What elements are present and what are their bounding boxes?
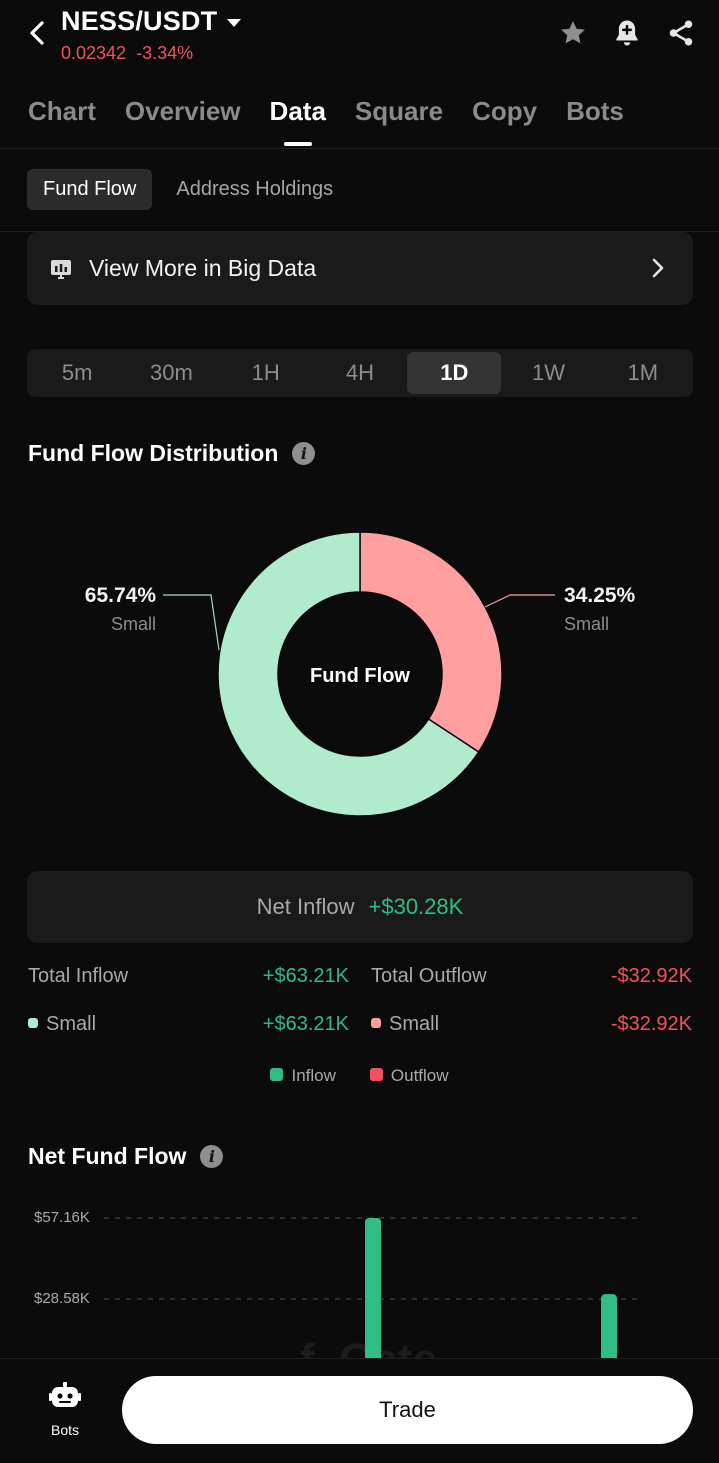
sub-tabs: Fund Flow Address Holdings: [27, 169, 349, 210]
bar-chart-svg: [104, 1217, 642, 1360]
range-5m[interactable]: 5m: [61, 360, 93, 385]
donut-group: [217, 531, 503, 817]
net-fund-flow-title: Net Fund Flow i: [28, 1143, 224, 1170]
caret-down-icon: [227, 18, 242, 27]
total-outflow-value: -$32.92K: [610, 965, 692, 987]
back-arrow-icon[interactable]: [22, 18, 52, 48]
net-flow-bar: [365, 1218, 381, 1360]
donut-slice-inflow: [217, 531, 480, 817]
tab-bots[interactable]: Bots: [566, 96, 624, 126]
small-outflow-dot: [371, 1017, 381, 1028]
donut-center-label: Fund Flow: [310, 665, 410, 687]
range-1m[interactable]: 1M: [627, 360, 659, 385]
price-row: 0.02342 -3.34%: [61, 43, 193, 64]
distribution-donut: Fund Flow 65.74% Small 34.25% Small: [0, 500, 719, 850]
net-inflow-box: Net Inflow +$30.28K: [27, 871, 693, 943]
distribution-title: Fund Flow Distribution i: [28, 440, 316, 467]
tab-data[interactable]: Data: [269, 96, 326, 126]
range-4h[interactable]: 4H: [345, 360, 375, 385]
legend-inflow-swatch: [270, 1068, 284, 1082]
header-actions: [557, 17, 697, 49]
trade-button[interactable]: Trade: [122, 1376, 693, 1444]
main-tabs: Chart Overview Data Square Copy Bots: [28, 96, 624, 127]
y-tick-label: $57.16K: [34, 1209, 90, 1226]
info-icon[interactable]: i: [200, 1145, 224, 1168]
legend-outflow: Outflow: [369, 1066, 449, 1086]
right-label: Small: [564, 614, 610, 634]
divider: [0, 148, 719, 149]
total-outflow-label: Total Outflow: [371, 965, 487, 987]
total-inflow-label: Total Inflow: [28, 965, 129, 987]
big-data-banner[interactable]: View More in Big Data: [27, 232, 693, 305]
legend-outflow-swatch: [369, 1068, 383, 1082]
last-price: 0.02342: [61, 43, 127, 63]
right-pct: 34.25%: [564, 584, 636, 607]
flow-legend: Inflow Outflow: [0, 1066, 719, 1086]
time-range-selector: 5m 30m 1H 4H 1D 1W 1M: [27, 349, 693, 397]
header: NESS/USDT 0.02342 -3.34%: [0, 0, 719, 80]
tab-overview[interactable]: Overview: [124, 96, 241, 126]
legend-inflow-label: Inflow: [291, 1066, 336, 1085]
net-inflow-label: Net Inflow: [256, 894, 355, 919]
share-icon[interactable]: [665, 17, 697, 49]
range-1w[interactable]: 1W: [532, 360, 566, 385]
left-pct: 65.74%: [84, 584, 156, 607]
subtab-fund-flow[interactable]: Fund Flow: [27, 169, 153, 210]
y-tick-label: $28.58K: [34, 1290, 90, 1307]
big-data-icon: [51, 259, 71, 279]
left-label: Small: [110, 614, 156, 634]
range-1h[interactable]: 1H: [251, 360, 280, 385]
range-30m[interactable]: 30m: [150, 360, 193, 385]
subtab-address-holdings[interactable]: Address Holdings: [176, 178, 334, 200]
net-flow-bar: [601, 1294, 617, 1360]
donut-svg: Fund Flow: [163, 531, 555, 817]
net-fund-flow-title-text: Net Fund Flow: [28, 1143, 187, 1169]
distribution-title-text: Fund Flow Distribution: [28, 440, 279, 466]
small-outflow-label: Small: [389, 1013, 440, 1035]
star-icon[interactable]: [557, 17, 589, 49]
right-leader-line: [484, 594, 555, 608]
total-inflow-value: +$63.21K: [262, 965, 349, 987]
left-leader-line: [163, 594, 220, 651]
small-inflow-value: +$63.21K: [262, 1013, 349, 1035]
divider: [0, 231, 719, 232]
small-inflow-label: Small: [46, 1013, 97, 1035]
small-outflow-label-wrap: Small: [371, 1013, 439, 1036]
small-inflow-dot: [28, 1017, 38, 1028]
tab-square[interactable]: Square: [354, 96, 444, 126]
net-fund-flow-chart: f. Gate $57.16K $28.58K: [0, 1195, 719, 1360]
legend-inflow: Inflow: [270, 1066, 336, 1086]
bots-label: Bots: [50, 1422, 79, 1438]
robot-icon: [49, 1382, 81, 1407]
bottom-bar: Bots Trade: [0, 1358, 719, 1463]
left-slice-label: 65.74% Small: [60, 584, 156, 635]
info-icon[interactable]: i: [292, 442, 316, 465]
price-change: -3.34%: [136, 43, 194, 63]
chevron-right-icon: [652, 258, 664, 278]
pair-selector[interactable]: NESS/USDT: [61, 6, 242, 37]
legend-outflow-label: Outflow: [390, 1066, 449, 1085]
small-outflow-value: -$32.92K: [610, 1013, 692, 1035]
tab-chart[interactable]: Chart: [28, 96, 96, 126]
small-inflow-label-wrap: Small: [28, 1013, 96, 1036]
range-1d[interactable]: 1D: [407, 352, 502, 394]
add-alert-icon[interactable]: [611, 17, 643, 49]
right-slice-label: 34.25% Small: [564, 584, 635, 635]
pair-name: NESS/USDT: [61, 6, 218, 36]
banner-text: View More in Big Data: [89, 255, 317, 281]
bots-nav-button[interactable]: Bots: [40, 1381, 90, 1438]
donut-slice-outflow: [359, 531, 503, 754]
tab-copy[interactable]: Copy: [472, 96, 538, 126]
net-inflow-value: +$30.28K: [368, 894, 464, 919]
